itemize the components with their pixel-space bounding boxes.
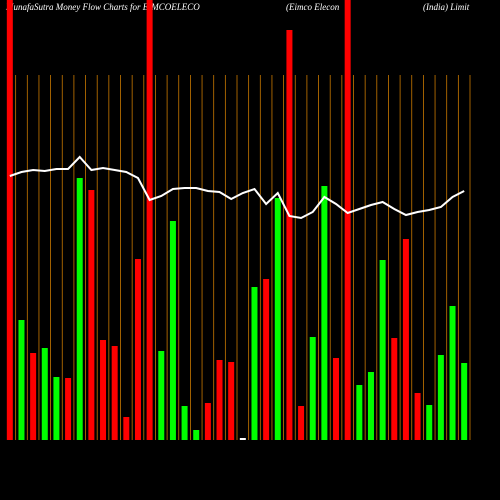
bar (228, 362, 235, 440)
bar (321, 186, 328, 440)
bar (414, 393, 421, 440)
bar (402, 239, 409, 440)
bar (123, 417, 130, 440)
bar (181, 406, 188, 440)
bar (53, 377, 60, 440)
bar (391, 338, 398, 440)
bar (41, 348, 48, 440)
bar (88, 190, 95, 440)
bar (356, 385, 363, 440)
bar (6, 0, 13, 440)
bar (76, 178, 83, 440)
bar (449, 306, 456, 440)
bar (379, 260, 386, 440)
bar (274, 198, 281, 440)
bar (286, 30, 293, 440)
bar (134, 259, 141, 440)
bar (426, 405, 433, 440)
bar (239, 438, 246, 440)
chart-title: (India) Limit (423, 2, 470, 12)
bar (146, 0, 153, 440)
bar (169, 221, 176, 440)
bar (158, 351, 165, 440)
bar (204, 403, 211, 440)
chart-title: (Eimco Elecon (286, 2, 340, 12)
bar (251, 287, 258, 440)
bar (65, 378, 72, 440)
bar (309, 337, 316, 440)
bar (263, 279, 270, 440)
bar (333, 358, 340, 440)
money-flow-line (9, 155, 465, 220)
bar (100, 340, 107, 440)
bar (367, 372, 374, 440)
bar (344, 0, 351, 440)
chart-title: MunafaSutra Money Flow Charts for EIMCOE… (5, 2, 200, 12)
bar (193, 430, 200, 440)
bar (111, 346, 118, 440)
bar (216, 360, 223, 440)
bar (18, 320, 25, 440)
bar (298, 406, 305, 440)
bar (437, 355, 444, 440)
bar (30, 353, 37, 440)
bar (461, 363, 468, 440)
